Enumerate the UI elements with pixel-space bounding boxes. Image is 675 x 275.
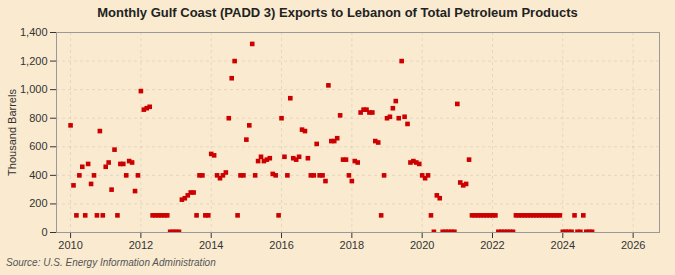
svg-text:1,200: 1,200 <box>20 55 48 67</box>
svg-text:2010: 2010 <box>58 239 82 251</box>
svg-text:2026: 2026 <box>621 239 645 251</box>
html-text:Source: U.S. Energy Informatio: Source: U.S. Energy Information Administ… <box>6 257 216 268</box>
svg-text:2018: 2018 <box>340 239 364 251</box>
svg-text:0: 0 <box>41 226 47 238</box>
svg-text:Thousand Barrels: Thousand Barrels <box>6 89 18 176</box>
svg-text:2024: 2024 <box>551 239 575 251</box>
svg-text:600: 600 <box>29 140 47 152</box>
svg-text:2020: 2020 <box>410 239 434 251</box>
svg-text:2012: 2012 <box>129 239 153 251</box>
html-text:Monthly Gulf Coast (PADD 3) Ex: Monthly Gulf Coast (PADD 3) Exports to L… <box>97 5 578 20</box>
svg-text:2022: 2022 <box>480 239 504 251</box>
svg-text:800: 800 <box>29 112 47 124</box>
svg-text:1,000: 1,000 <box>20 83 48 95</box>
svg-text:400: 400 <box>29 169 47 181</box>
svg-text:2016: 2016 <box>269 239 293 251</box>
svg-text:1,400: 1,400 <box>20 26 48 38</box>
svg-text:2014: 2014 <box>199 239 223 251</box>
svg-text:200: 200 <box>29 197 47 209</box>
